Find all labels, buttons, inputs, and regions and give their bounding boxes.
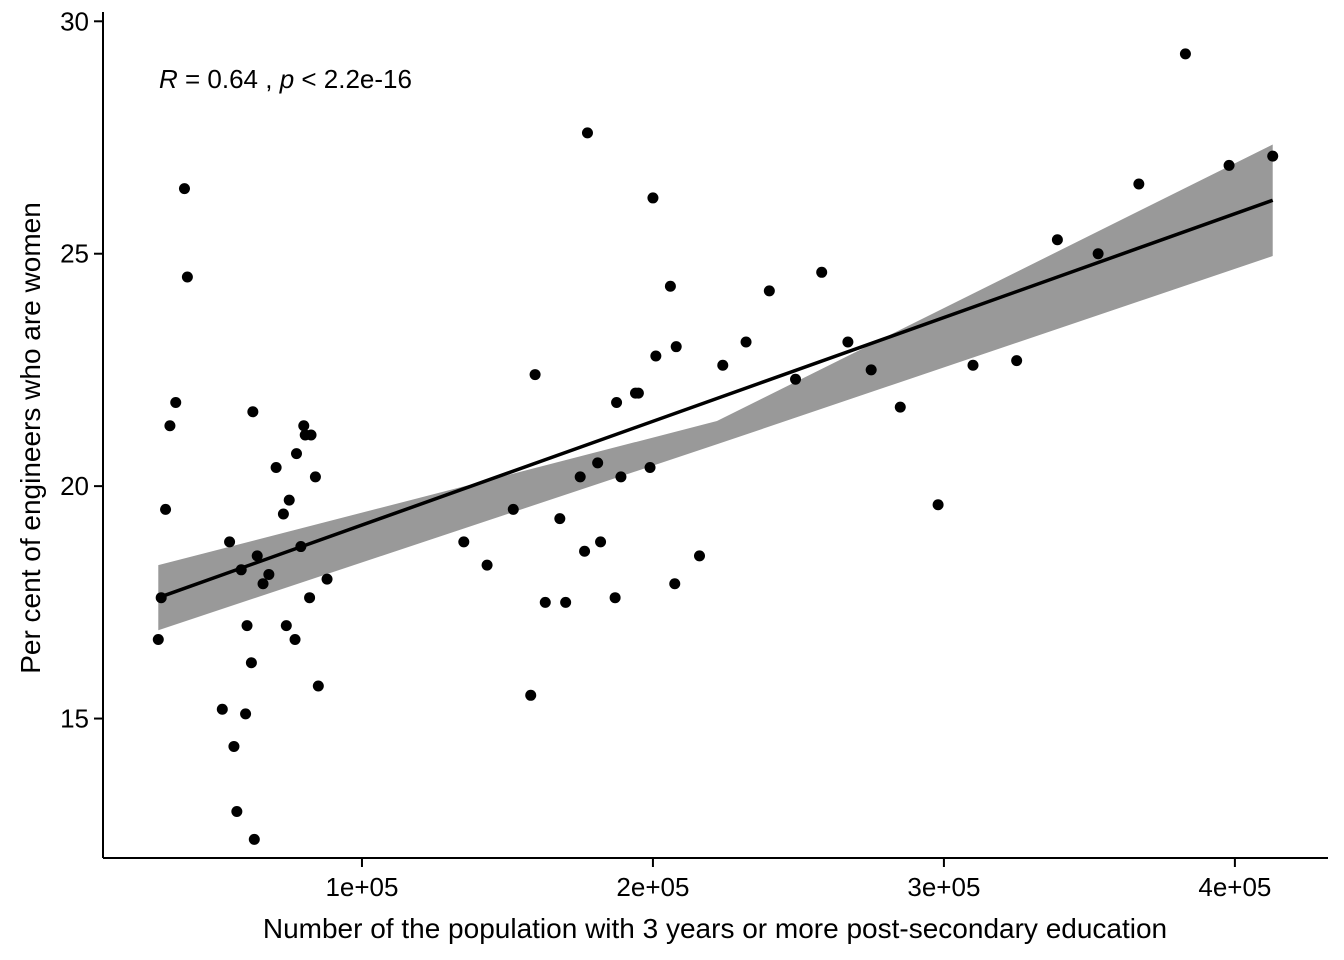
- data-point: [1133, 178, 1145, 190]
- y-axis-title: Per cent of engineers who are women: [15, 202, 46, 674]
- trend-line: [157, 198, 1274, 600]
- data-point: [235, 564, 247, 576]
- confidence-band: [158, 144, 1273, 631]
- data-point: [560, 596, 572, 608]
- data-point: [669, 578, 681, 590]
- points-layer: [152, 48, 1279, 845]
- data-point: [592, 457, 604, 469]
- data-point: [579, 545, 591, 557]
- data-point: [155, 592, 167, 604]
- r-symbol: R: [159, 64, 178, 94]
- data-point: [247, 406, 259, 418]
- x-axis-title: Number of the population with 3 years or…: [263, 913, 1167, 944]
- data-point: [321, 573, 333, 585]
- data-point: [525, 689, 537, 701]
- data-point: [295, 541, 307, 553]
- data-point: [790, 373, 802, 385]
- data-point: [740, 336, 752, 348]
- data-point: [290, 448, 302, 460]
- data-point: [1179, 48, 1191, 60]
- data-point: [228, 740, 240, 752]
- data-point: [280, 620, 292, 632]
- data-point: [160, 503, 172, 515]
- data-point: [650, 350, 662, 362]
- p-symbol: p: [279, 64, 294, 94]
- data-point: [245, 657, 257, 669]
- y-tick-label: 25: [60, 239, 89, 269]
- data-point: [251, 550, 263, 562]
- data-point: [1092, 248, 1104, 260]
- data-point: [595, 536, 607, 548]
- x-tick-label: 2e+05: [616, 872, 689, 902]
- data-point: [312, 680, 324, 692]
- data-point: [1051, 234, 1063, 246]
- y-axis-ticks: 15 20 25 30: [60, 6, 103, 734]
- data-point: [164, 420, 176, 432]
- data-point: [615, 471, 627, 483]
- data-point: [304, 592, 316, 604]
- data-point: [865, 364, 877, 376]
- data-point: [539, 596, 551, 608]
- data-point: [554, 513, 566, 525]
- data-point: [816, 266, 828, 278]
- data-point: [763, 285, 775, 297]
- data-point: [270, 462, 282, 474]
- x-axis-ticks: 1e+05 2e+05 3e+05 4e+05: [325, 858, 1271, 902]
- data-point: [289, 634, 301, 646]
- data-point: [693, 550, 705, 562]
- data-point: [611, 396, 623, 408]
- data-point: [309, 471, 321, 483]
- data-point: [647, 192, 659, 204]
- data-point: [216, 703, 228, 715]
- data-point: [632, 387, 644, 399]
- data-point: [609, 592, 621, 604]
- data-point: [178, 183, 190, 195]
- p-value: < 2.2e-16: [294, 64, 412, 94]
- x-tick-label: 1e+05: [325, 872, 398, 902]
- data-point: [670, 341, 682, 353]
- data-point: [481, 559, 493, 571]
- data-point: [932, 499, 944, 511]
- data-point: [574, 471, 586, 483]
- data-point: [257, 578, 269, 590]
- y-tick-label: 15: [60, 704, 89, 734]
- data-point: [152, 634, 164, 646]
- data-point: [170, 396, 182, 408]
- data-point: [842, 336, 854, 348]
- y-tick-label: 20: [60, 471, 89, 501]
- data-point: [529, 369, 541, 381]
- y-tick-label: 30: [60, 6, 89, 36]
- confidence-band-layer: [158, 144, 1273, 631]
- data-point: [967, 359, 979, 371]
- data-point: [224, 536, 236, 548]
- x-tick-label: 3e+05: [907, 872, 980, 902]
- data-point: [248, 833, 260, 845]
- data-point: [305, 429, 317, 441]
- r-value: = 0.64 ,: [178, 64, 280, 94]
- data-point: [644, 462, 656, 474]
- data-point: [263, 568, 275, 580]
- data-point: [717, 359, 729, 371]
- data-point: [231, 806, 243, 818]
- data-point: [664, 280, 676, 292]
- data-point: [241, 620, 253, 632]
- data-point: [581, 127, 593, 139]
- trend-line-layer: [157, 198, 1274, 600]
- data-point: [1223, 159, 1235, 171]
- data-point: [181, 271, 193, 283]
- data-point: [240, 708, 252, 720]
- data-point: [283, 494, 295, 506]
- data-point: [507, 503, 519, 515]
- data-point: [458, 536, 470, 548]
- x-tick-label: 4e+05: [1198, 872, 1271, 902]
- correlation-annotation: R = 0.64 , p < 2.2e-16: [159, 64, 412, 94]
- data-point: [277, 508, 289, 520]
- data-point: [298, 420, 310, 432]
- data-point: [1011, 355, 1023, 367]
- data-point: [894, 401, 906, 413]
- data-point: [1267, 150, 1279, 162]
